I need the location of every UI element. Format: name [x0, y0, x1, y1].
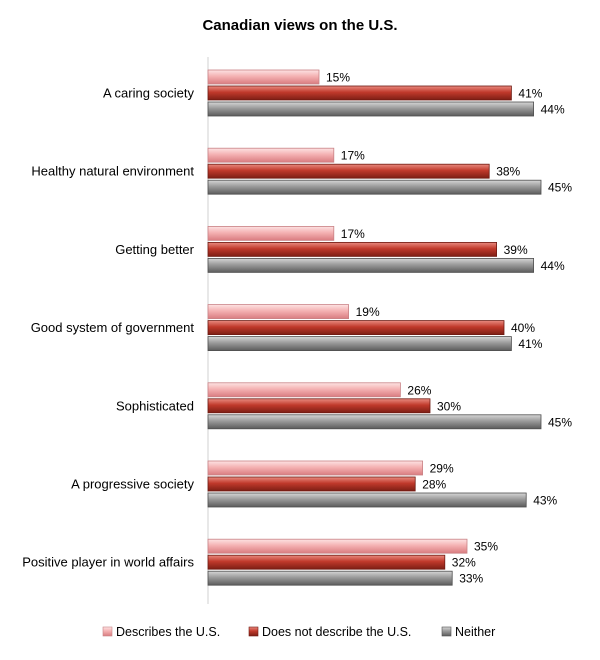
data-label: 33% [459, 572, 483, 586]
bar [207, 69, 320, 85]
legend-label: Describes the U.S. [116, 625, 220, 639]
data-label: 35% [474, 540, 498, 554]
legend-swatch [102, 626, 113, 637]
bar [207, 147, 335, 163]
data-label: 19% [356, 305, 380, 319]
data-label: 17% [341, 227, 365, 241]
data-label: 41% [518, 87, 542, 101]
bar [207, 398, 431, 414]
data-label: 30% [437, 399, 461, 413]
category-label: Getting better [115, 242, 194, 257]
category-label: Good system of government [31, 320, 195, 335]
category-label: Healthy natural environment [31, 164, 194, 179]
category-label: Positive player in world affairs [22, 555, 194, 570]
bar [207, 336, 512, 352]
data-label: 29% [430, 462, 454, 476]
bar [207, 570, 453, 586]
legend-label: Does not describe the U.S. [262, 625, 411, 639]
bar [207, 179, 542, 195]
bar [207, 225, 335, 241]
legend-swatch [441, 626, 452, 637]
legend-label: Neither [455, 625, 495, 639]
bar [207, 85, 512, 101]
bar [207, 460, 424, 476]
data-label: 32% [452, 556, 476, 570]
data-label: 45% [548, 415, 572, 429]
data-label: 28% [422, 478, 446, 492]
chart-title: Canadian views on the U.S. [202, 17, 397, 34]
data-label: 40% [511, 321, 535, 335]
bar [207, 492, 527, 508]
legend-swatch [248, 626, 259, 637]
bar [207, 101, 535, 117]
bar [207, 554, 446, 570]
bar [207, 414, 542, 430]
data-label: 45% [548, 181, 572, 195]
data-label: 44% [541, 259, 565, 273]
data-label: 26% [407, 383, 431, 397]
category-label: A progressive society [71, 477, 194, 492]
data-label: 39% [504, 243, 528, 257]
category-label: Sophisticated [116, 398, 194, 413]
data-label: 38% [496, 165, 520, 179]
bar [207, 241, 498, 257]
bars-group: 15% 41% 44% 17% 38% 45% 17% 39% 44% 19% 40% 41% 26% 3… [207, 69, 572, 586]
bar [207, 320, 505, 336]
bar [207, 538, 468, 554]
data-label: 43% [533, 494, 557, 508]
data-label: 41% [518, 337, 542, 351]
data-label: 17% [341, 149, 365, 163]
category-label: A caring society [103, 86, 195, 101]
bar [207, 476, 416, 492]
bar [207, 304, 350, 320]
bar [207, 163, 490, 179]
data-label: 44% [541, 103, 565, 117]
data-label: 15% [326, 71, 350, 85]
bar [207, 382, 401, 398]
legend: Describes the U.S. Does not describe the … [102, 625, 495, 639]
category-labels: A caring society Healthy natural environm… [22, 86, 194, 570]
bar [207, 257, 535, 273]
